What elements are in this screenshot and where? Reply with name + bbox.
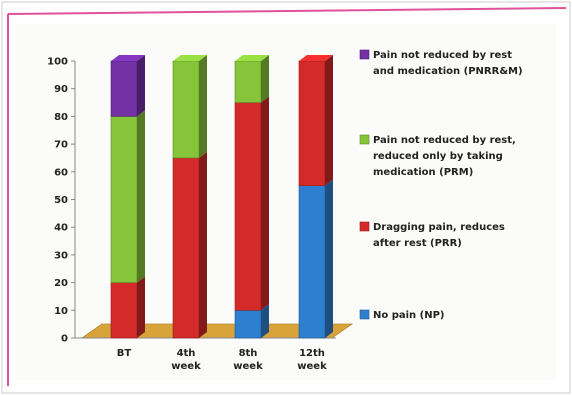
legend-label: No pain (NP) bbox=[373, 310, 445, 321]
legend-label: Dragging pain, reduces bbox=[373, 222, 505, 233]
frame-top-border bbox=[7, 7, 567, 15]
bar-top-cap bbox=[173, 55, 207, 61]
bar-segment-side bbox=[137, 55, 145, 117]
bar-segment-side bbox=[199, 151, 207, 338]
x-category-label: BT bbox=[117, 348, 132, 359]
bar-segment bbox=[234, 309, 262, 339]
bar-top-cap bbox=[111, 55, 145, 61]
bar-segment bbox=[110, 282, 138, 339]
x-category-label: week bbox=[297, 361, 327, 372]
bar-segment-side bbox=[325, 55, 333, 186]
x-category-label: week bbox=[171, 361, 201, 372]
legend-label: after rest (PRR) bbox=[373, 238, 462, 249]
bar-segment-side bbox=[325, 179, 333, 338]
bar-segment bbox=[234, 60, 262, 103]
y-tick-label: 70 bbox=[54, 140, 68, 151]
bar-segment-side bbox=[261, 96, 269, 311]
bar-top-cap bbox=[235, 55, 269, 61]
x-category-label: 12th bbox=[299, 348, 325, 359]
bar-segment bbox=[110, 60, 138, 117]
y-tick-label: 40 bbox=[54, 223, 68, 234]
bar-segment-side bbox=[261, 55, 269, 103]
bar-segment-side bbox=[199, 55, 207, 158]
y-tick-label: 10 bbox=[54, 306, 68, 317]
bar-segment bbox=[172, 60, 200, 159]
bar-segment bbox=[234, 102, 262, 311]
bar-segment bbox=[298, 60, 326, 186]
chart-panel bbox=[16, 24, 556, 380]
y-tick-label: 50 bbox=[54, 195, 68, 206]
y-tick-label: 100 bbox=[47, 57, 68, 68]
bar-top-cap bbox=[299, 55, 333, 61]
legend-label: and medication (PNRR&M) bbox=[373, 66, 523, 77]
y-tick-label: 30 bbox=[54, 250, 68, 261]
legend-label: medication (PRM) bbox=[373, 167, 473, 178]
y-tick-label: 90 bbox=[54, 84, 68, 95]
x-category-label: week bbox=[233, 361, 263, 372]
legend-swatch bbox=[359, 134, 370, 145]
bar-segment-side bbox=[137, 110, 145, 283]
legend-label: reduced only by taking bbox=[373, 151, 503, 162]
y-tick-label: 80 bbox=[54, 112, 68, 123]
legend-label: Pain not reduced by rest bbox=[373, 50, 512, 61]
y-tick-label: 60 bbox=[54, 167, 68, 178]
bar-segment bbox=[172, 157, 200, 339]
bar-segment bbox=[110, 116, 138, 283]
x-category-label: 4th bbox=[177, 348, 196, 359]
legend-swatch bbox=[359, 309, 370, 320]
bar-segment-side bbox=[261, 304, 269, 338]
y-tick-label: 20 bbox=[54, 278, 68, 289]
bar-segment-side bbox=[137, 276, 145, 338]
bar-segment bbox=[298, 185, 326, 339]
y-tick-label: 0 bbox=[61, 334, 68, 345]
legend-swatch bbox=[359, 49, 370, 60]
x-category-label: 8th bbox=[239, 348, 258, 359]
legend-label: Pain not reduced by rest, bbox=[373, 135, 516, 146]
legend-swatch bbox=[359, 221, 370, 232]
